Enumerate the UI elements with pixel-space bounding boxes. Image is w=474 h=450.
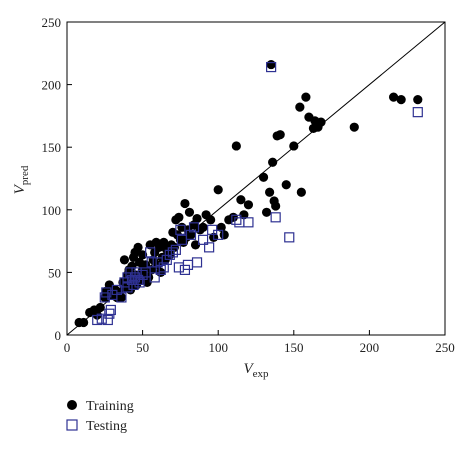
legend-testing-label: Testing [86,419,127,434]
training-point [281,180,291,190]
testing-point [102,314,113,326]
testing-point [146,257,157,268]
y-tick-label: 150 [42,140,62,155]
x-tick-label: 0 [64,340,71,355]
training-point [159,237,169,247]
y-tick-label: 250 [42,15,62,30]
testing-point [134,277,145,288]
training-point [192,213,202,224]
training-point [186,230,196,240]
axis-ticks: 0 50 100 150 200 250 0 50 100 150 200 250 [42,15,455,355]
testing-point [284,232,295,243]
testing-point [175,224,186,235]
training-point [180,198,190,209]
testing-point [231,214,242,225]
x-tick-label: 250 [435,340,455,355]
training-point [184,207,195,217]
testing-point [243,217,254,228]
x-axis-label-sub: exp [253,368,269,380]
testing-point [170,244,181,255]
training-point [349,122,359,132]
training-point [174,212,184,222]
training-point [271,201,281,211]
training-point [258,172,269,182]
y-axis-label-sub: pred [19,165,31,185]
testing-point [204,242,215,253]
legend-testing-marker [66,419,78,431]
training-point [289,141,299,151]
training-point [213,185,223,195]
x-tick-label: 50 [136,340,149,355]
testing-point [104,308,115,319]
training-point [413,95,423,105]
testing-point [137,269,148,281]
training-point [198,222,208,232]
training-point [190,240,201,250]
training-point [239,210,249,220]
training-point [216,222,226,232]
training-point [296,187,306,197]
training-point [243,200,254,210]
y-tick-label: 50 [48,265,61,280]
testing-point [191,257,203,268]
testing-point [412,107,423,118]
training-point [265,187,275,197]
x-tick-label: 150 [284,340,304,355]
training-point [138,250,148,260]
x-axis-label-main: V [243,361,254,377]
testing-point [101,287,112,298]
testing-point [266,61,277,73]
training-point [236,195,246,205]
training-point [261,207,272,217]
testing-point [105,304,116,316]
training-point [79,317,89,328]
x-tick-label: 100 [208,340,228,355]
y-tick-label: 200 [42,78,62,93]
testing-point [155,264,166,275]
plot-area: 0 50 100 150 200 250 0 50 100 150 200 250 [42,15,455,355]
training-point [206,215,216,225]
plot-frame [66,21,446,336]
training-point [104,280,114,290]
training-point [219,230,229,240]
training-point [275,130,285,140]
training-point [316,117,326,127]
legend-training-marker [67,400,77,410]
testing-point [149,272,160,283]
training-point [119,255,130,265]
testing-point [167,247,178,258]
x-tick-label: 200 [360,340,380,355]
training-point [301,92,311,102]
y-axis-label: Vpred [12,165,31,194]
testing-point [145,247,156,258]
testing-point [116,292,127,303]
testing-point [173,262,184,273]
y-tick-label: 100 [42,203,62,218]
training-point [268,157,278,167]
testing-point [188,222,200,233]
testing-point [197,234,209,245]
testing-point [185,229,197,240]
training-point [295,102,305,112]
training-point [266,59,276,70]
training-point [116,292,127,303]
training-point [231,141,241,151]
y-tick-label: 0 [55,328,62,343]
testing-series [92,61,423,326]
training-point [133,242,143,252]
training-point [95,302,105,313]
legend: Training Testing [66,399,134,434]
legend-training-label: Training [86,399,134,414]
testing-point [270,212,281,223]
x-axis-label: Vexp [243,361,269,380]
training-point [396,95,406,105]
testing-point [158,262,169,273]
y-axis-label-main: V [12,183,28,194]
testing-point [213,229,224,240]
training-point [388,92,399,102]
